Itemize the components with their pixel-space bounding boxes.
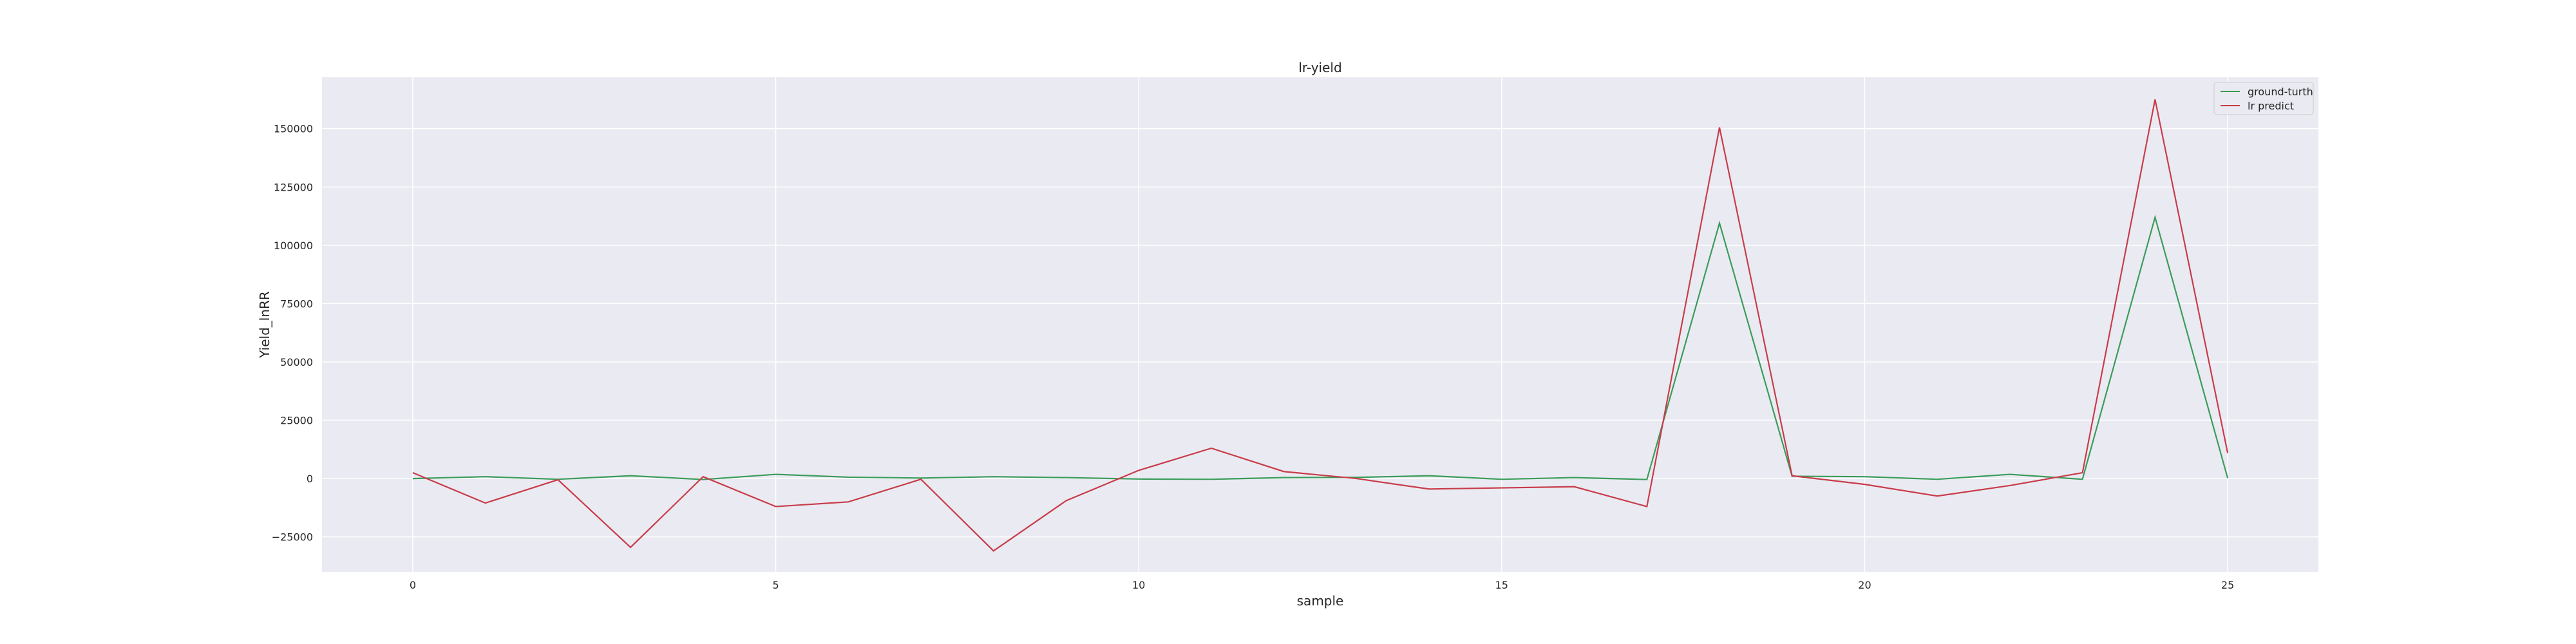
chart-title: lr-yield (1298, 60, 1341, 75)
x-axis-title: sample (1297, 593, 1344, 609)
series-line-lr-predict (412, 99, 2229, 552)
y-tick-label: 0 (307, 473, 313, 485)
series-lines (412, 99, 2229, 552)
legend: ground-turth lr predict (2213, 82, 2314, 115)
y-tick-labels: −25000 0 25000 50000 75000 100000 125000 150000 (272, 123, 313, 544)
x-tick-label: 20 (1858, 579, 1871, 591)
x-tick-label: 15 (1495, 579, 1508, 591)
plot-area (322, 77, 2318, 572)
legend-box (2213, 82, 2314, 115)
y-tick-label: 100000 (274, 240, 313, 252)
x-tick-label: 0 (410, 579, 416, 591)
x-tick-label: 25 (2221, 579, 2234, 591)
series-line-ground-turth (412, 214, 2229, 480)
horizontal-gridlines (322, 128, 2318, 538)
y-axis-title: Yield_lnRR (257, 291, 272, 359)
x-tick-labels: 0 5 10 15 20 25 (410, 579, 2234, 591)
y-tick-label: 150000 (274, 123, 313, 135)
x-tick-label: 5 (772, 579, 779, 591)
y-tick-label: −25000 (272, 531, 313, 544)
x-tick-label: 10 (1132, 579, 1145, 591)
vertical-gridlines (412, 77, 2228, 572)
y-tick-label: 125000 (274, 181, 313, 193)
y-tick-label: 25000 (280, 415, 313, 427)
y-tick-label: 50000 (280, 356, 313, 368)
y-tick-label: 75000 (280, 298, 313, 310)
legend-label-lr-predict: lr predict (2248, 100, 2294, 112)
legend-label-ground-turth: ground-turth (2248, 86, 2313, 98)
